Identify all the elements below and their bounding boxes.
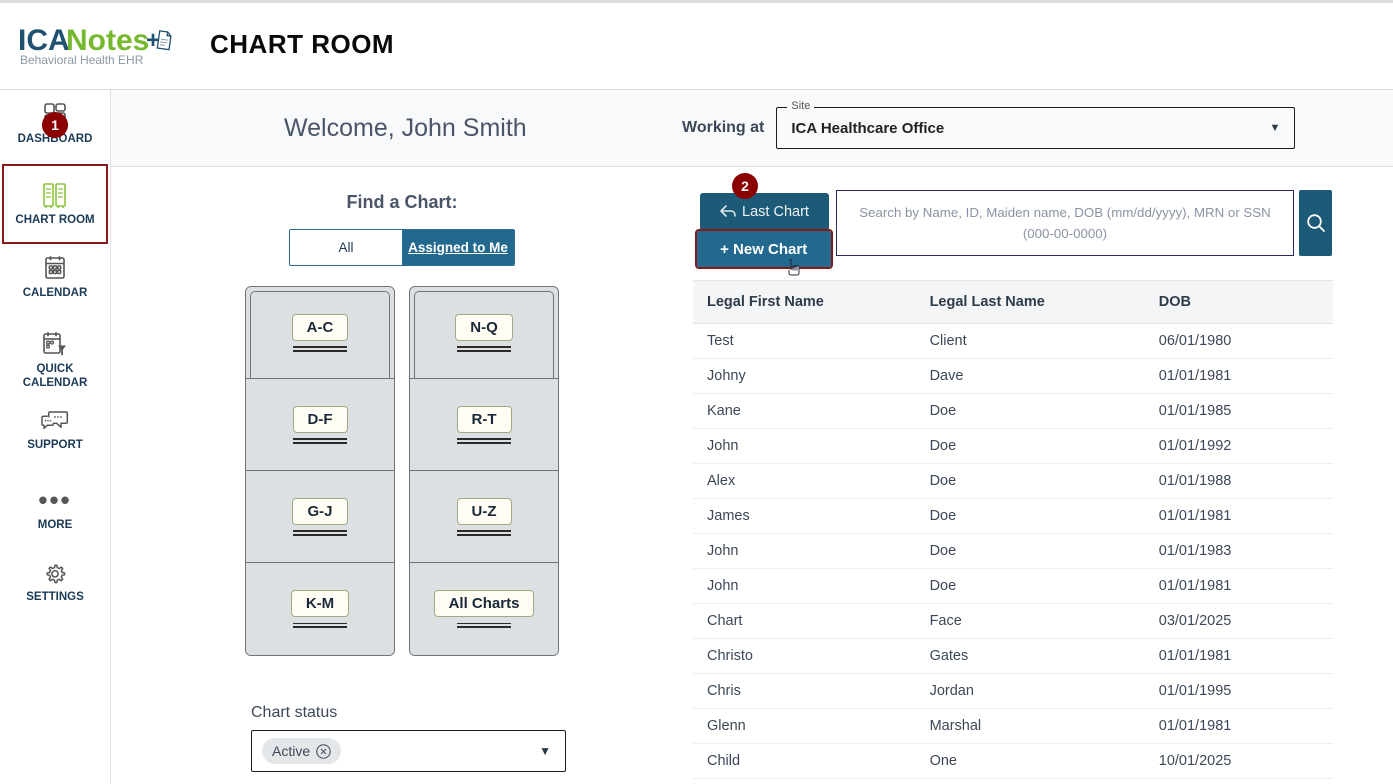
svg-text:Behavioral Health EHR: Behavioral Health EHR — [20, 53, 144, 67]
